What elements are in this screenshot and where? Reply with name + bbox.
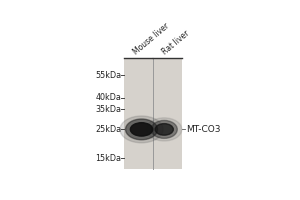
Text: 25kDa: 25kDa	[95, 125, 121, 134]
Ellipse shape	[151, 120, 177, 138]
Text: MT-CO3: MT-CO3	[186, 125, 220, 134]
Ellipse shape	[147, 118, 182, 141]
Ellipse shape	[130, 123, 153, 136]
Text: 35kDa: 35kDa	[95, 105, 121, 114]
Text: Rat liver: Rat liver	[160, 29, 191, 56]
Text: 40kDa: 40kDa	[95, 93, 121, 102]
Text: Mouse liver: Mouse liver	[131, 21, 171, 56]
Text: 55kDa: 55kDa	[95, 71, 121, 80]
Text: 15kDa: 15kDa	[95, 154, 121, 163]
Ellipse shape	[126, 119, 158, 140]
Bar	[124, 58, 182, 169]
Ellipse shape	[120, 116, 163, 143]
Ellipse shape	[155, 124, 173, 135]
